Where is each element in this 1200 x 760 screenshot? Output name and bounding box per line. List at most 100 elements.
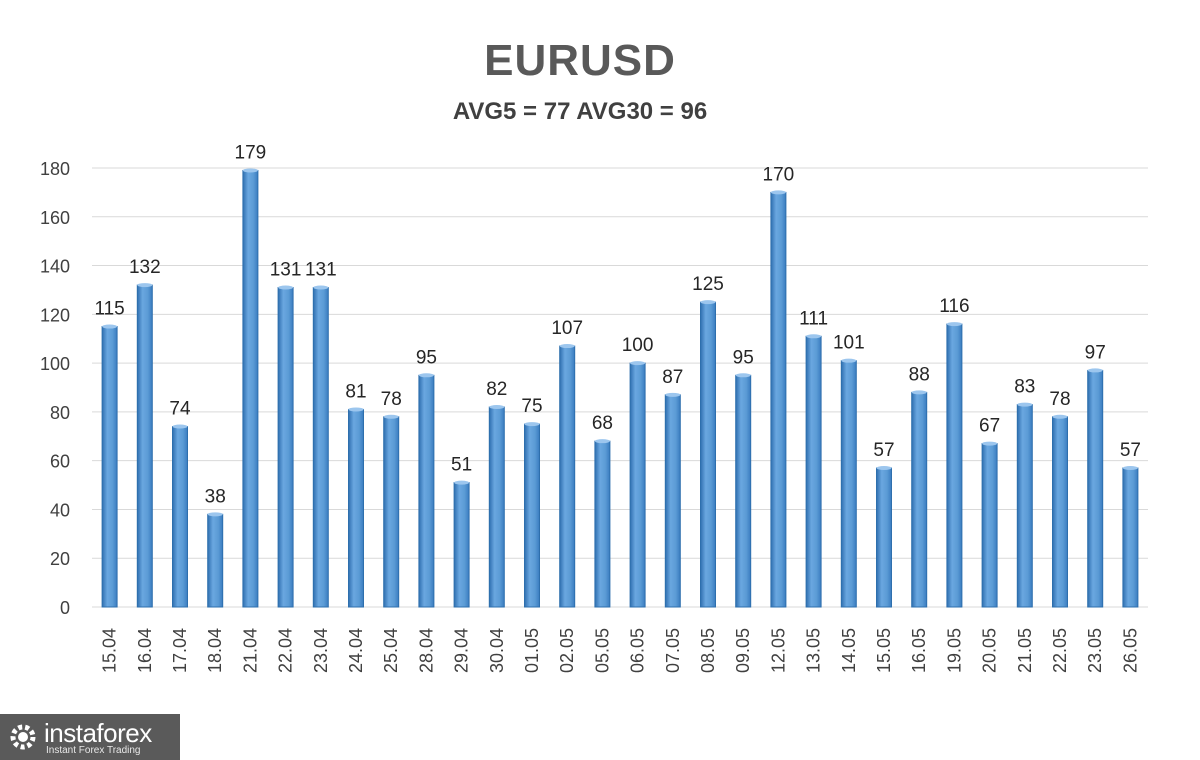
bar-cap bbox=[982, 441, 998, 446]
bars bbox=[101, 168, 1139, 608]
data-label: 78 bbox=[1049, 389, 1070, 410]
x-tick-label: 29.04 bbox=[452, 628, 472, 673]
x-tick-label: 07.05 bbox=[663, 628, 683, 673]
x-tick-label: 21.05 bbox=[1015, 628, 1035, 673]
x-tick-label: 25.04 bbox=[381, 628, 401, 673]
data-label: 75 bbox=[521, 396, 542, 417]
bar bbox=[1052, 416, 1068, 608]
bar bbox=[629, 362, 646, 608]
data-label: 74 bbox=[169, 399, 191, 420]
x-tick-label: 15.05 bbox=[874, 628, 894, 673]
bar-cap bbox=[911, 390, 927, 395]
data-label: 116 bbox=[939, 296, 969, 317]
x-tick-label: 17.04 bbox=[170, 628, 190, 673]
bar-cap bbox=[207, 512, 223, 517]
data-label: 131 bbox=[270, 260, 302, 281]
data-label: 51 bbox=[451, 455, 472, 476]
bar bbox=[453, 482, 470, 608]
bar-cap bbox=[418, 373, 434, 378]
bar bbox=[664, 394, 681, 608]
bar bbox=[770, 191, 787, 608]
bar bbox=[207, 513, 224, 608]
grid-lines bbox=[92, 167, 1148, 608]
bar-cap bbox=[665, 392, 681, 397]
bar-cap bbox=[735, 373, 751, 378]
bar-cap bbox=[770, 190, 786, 195]
logo-name: instaforex bbox=[44, 718, 152, 748]
data-label: 97 bbox=[1085, 342, 1106, 363]
x-axis-ticks: 15.04 16.04 17.04 18.04 21.04 22.04 23.04 24.04… bbox=[100, 628, 1141, 673]
y-tick-label: 120 bbox=[40, 305, 70, 325]
bar-cap bbox=[700, 300, 716, 305]
bar bbox=[312, 287, 329, 608]
data-label: 131 bbox=[305, 260, 337, 281]
x-tick-label: 09.05 bbox=[733, 628, 753, 673]
data-label: 68 bbox=[592, 413, 613, 434]
bar-cap bbox=[524, 422, 540, 427]
bar-cap bbox=[630, 361, 646, 366]
bar bbox=[735, 374, 752, 608]
bar-cap bbox=[137, 283, 153, 288]
data-label: 179 bbox=[235, 142, 267, 163]
bar-cap bbox=[348, 407, 364, 412]
bar bbox=[911, 391, 928, 608]
x-tick-label: 24.04 bbox=[346, 628, 366, 673]
bar-cap bbox=[806, 334, 822, 339]
x-tick-label: 20.05 bbox=[980, 628, 1000, 673]
bar bbox=[348, 408, 364, 608]
bar-cap bbox=[876, 465, 892, 470]
bar bbox=[172, 426, 188, 608]
bar-cap bbox=[594, 439, 610, 444]
bar-cap bbox=[559, 344, 575, 349]
x-tick-label: 26.05 bbox=[1120, 628, 1140, 673]
data-label: 125 bbox=[692, 274, 724, 295]
x-tick-label: 05.05 bbox=[592, 628, 612, 673]
data-label: 132 bbox=[129, 257, 161, 278]
x-tick-label: 19.05 bbox=[944, 628, 964, 673]
bar-cap bbox=[102, 324, 118, 329]
y-tick-label: 40 bbox=[50, 500, 70, 520]
bar bbox=[840, 360, 857, 608]
data-label: 88 bbox=[909, 364, 930, 385]
data-label: 57 bbox=[1120, 440, 1141, 461]
x-tick-label: 01.05 bbox=[522, 628, 542, 673]
bar bbox=[1087, 369, 1104, 608]
x-tick-label: 30.04 bbox=[487, 628, 507, 673]
y-tick-label: 20 bbox=[50, 549, 70, 569]
bar-cap bbox=[313, 285, 329, 290]
chart-title: EURUSD bbox=[484, 36, 676, 85]
x-tick-label: 21.04 bbox=[240, 628, 260, 673]
bar-cap bbox=[1017, 402, 1033, 407]
bar-cap bbox=[1052, 414, 1068, 419]
logo-tagline: Instant Forex Trading bbox=[46, 745, 141, 756]
x-tick-label: 14.05 bbox=[839, 628, 859, 673]
bar bbox=[136, 284, 153, 608]
data-label: 170 bbox=[763, 164, 795, 185]
data-label: 38 bbox=[205, 486, 226, 507]
x-tick-label: 16.04 bbox=[135, 628, 155, 673]
chart-subtitle: AVG5 = 77 AVG30 = 96 bbox=[452, 98, 708, 125]
bar bbox=[559, 345, 576, 608]
bar bbox=[101, 326, 118, 608]
data-label: 81 bbox=[345, 381, 366, 402]
data-label: 82 bbox=[486, 379, 507, 400]
data-label: 95 bbox=[733, 347, 754, 368]
data-label: 107 bbox=[551, 318, 583, 339]
bar bbox=[876, 467, 892, 608]
bar-cap bbox=[172, 424, 188, 429]
bar bbox=[805, 335, 822, 608]
bar-cap bbox=[489, 405, 505, 410]
y-tick-label: 60 bbox=[50, 452, 70, 472]
logo-gear-icon bbox=[10, 724, 36, 750]
bar-cap bbox=[946, 322, 962, 327]
x-tick-label: 22.04 bbox=[276, 628, 296, 673]
y-tick-label: 180 bbox=[40, 159, 70, 179]
bar-cap bbox=[278, 285, 294, 290]
x-tick-label: 22.05 bbox=[1050, 628, 1070, 673]
data-label: 95 bbox=[416, 347, 437, 368]
x-tick-label: 06.05 bbox=[628, 628, 648, 673]
bar bbox=[946, 323, 963, 608]
